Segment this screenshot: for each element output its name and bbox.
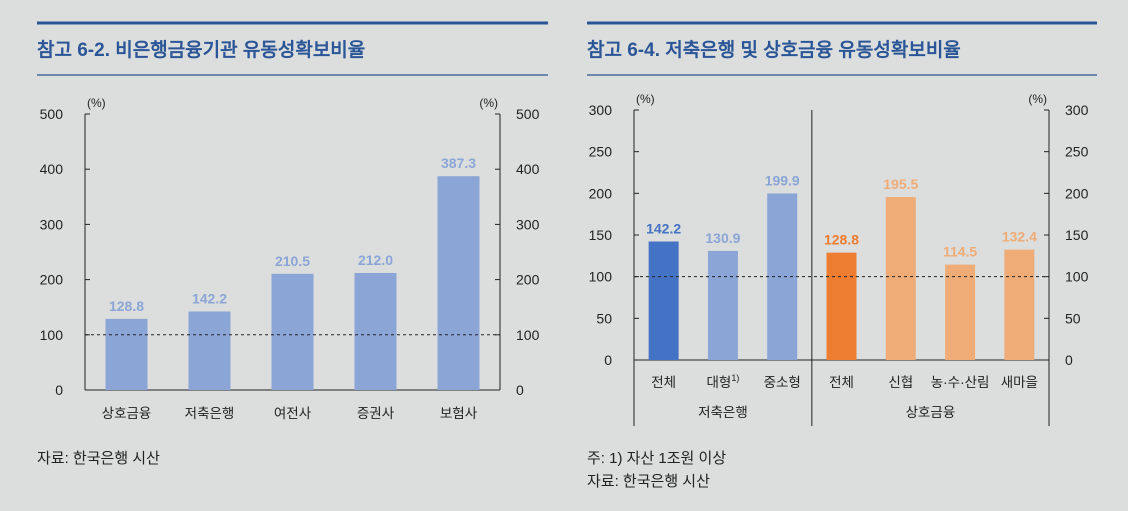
bar [945, 264, 976, 360]
data-label: 210.5 [275, 253, 310, 269]
category-label: 저축은행 [185, 406, 235, 421]
bar [271, 273, 314, 390]
group-label: 상호금융 [906, 405, 956, 420]
category-label: 대형1) [706, 373, 739, 390]
bar [826, 252, 857, 360]
left-tick-label: 100 [40, 327, 64, 343]
left-tick-label: 300 [589, 102, 613, 118]
bar [885, 197, 916, 360]
bar [354, 272, 397, 390]
category-label: 증권사 [357, 406, 395, 421]
left-tick-label: 400 [40, 161, 64, 177]
group-label: 저축은행 [698, 405, 748, 420]
right-tick-label: 50 [1065, 310, 1081, 326]
left-tick-label: 200 [589, 185, 613, 201]
right-tick-label: 300 [1065, 102, 1089, 118]
chart-title: 참고 6-2. 비은행금융기관 유동성확보비율 [37, 38, 365, 61]
right-tick-label: 0 [516, 382, 524, 398]
bar [648, 241, 679, 360]
data-label: 114.5 [943, 244, 977, 260]
data-label: 130.9 [705, 230, 740, 246]
right-tick-label: 150 [1065, 227, 1089, 243]
chart-1: 참고 6-2. 비은행금융기관 유동성확보비율 (%) (%) 0 0 100 100 200… [37, 21, 548, 467]
bar [188, 311, 231, 390]
data-label: 212.0 [358, 252, 393, 268]
right-tick-label: 0 [1065, 352, 1073, 368]
left-tick-label: 50 [596, 310, 612, 326]
category-label: 전체 [651, 375, 676, 390]
chart-title: 참고 6-4. 저축은행 및 상호금융 유동성확보비율 [587, 38, 961, 61]
category-label: 상호금융 [102, 406, 152, 421]
right-tick-label: 250 [1065, 144, 1089, 160]
left-tick-label: 150 [589, 227, 613, 243]
source-note: 자료: 한국은행 시산 [587, 473, 710, 490]
category-label: 전체 [829, 375, 854, 390]
bar [105, 318, 148, 390]
left-tick-label: 100 [589, 269, 613, 285]
source-note: 자료: 한국은행 시산 [37, 450, 160, 467]
right-tick-label: 400 [516, 161, 540, 177]
left-tick-label: 0 [55, 382, 63, 398]
data-label: 142.2 [192, 291, 227, 307]
left-tick-label: 200 [40, 272, 64, 288]
bar [1004, 249, 1035, 360]
bar [437, 176, 480, 390]
category-label: 농·수·산림 [931, 375, 990, 390]
category-label: 보험사 [440, 406, 478, 421]
data-label: 199.9 [765, 172, 800, 188]
right-tick-label: 100 [1065, 269, 1089, 285]
left-tick-label: 250 [589, 144, 613, 160]
footnote: 주: 1) 자산 1조원 이상 [587, 450, 726, 467]
left-unit-label: (%) [87, 96, 106, 110]
data-label: 128.8 [824, 232, 859, 248]
left-tick-label: 500 [40, 106, 64, 122]
category-label: 신협 [888, 375, 913, 390]
left-unit-label: (%) [636, 92, 655, 106]
data-label: 387.3 [441, 155, 476, 171]
bar [707, 250, 738, 360]
right-tick-label: 500 [516, 106, 540, 122]
left-tick-label: 300 [40, 216, 64, 232]
data-label: 195.5 [883, 176, 918, 192]
right-unit-label: (%) [1028, 92, 1047, 106]
category-label: 여전사 [274, 406, 312, 421]
chart-2: 참고 6-4. 저축은행 및 상호금융 유동성확보비율 (%) (%) 0 0 50 50 1… [587, 21, 1097, 490]
right-tick-label: 100 [516, 327, 540, 343]
left-tick-label: 0 [604, 352, 612, 368]
right-unit-label: (%) [479, 96, 498, 110]
right-tick-label: 200 [1065, 185, 1089, 201]
data-label: 132.4 [1002, 229, 1037, 245]
category-label: 새마을 [1001, 375, 1038, 390]
category-label: 중소형 [764, 375, 801, 390]
right-tick-label: 300 [516, 216, 540, 232]
category-superscript: 1) [731, 373, 739, 383]
data-label: 128.8 [109, 298, 144, 314]
data-label: 142.2 [646, 221, 681, 237]
right-tick-label: 200 [516, 272, 540, 288]
